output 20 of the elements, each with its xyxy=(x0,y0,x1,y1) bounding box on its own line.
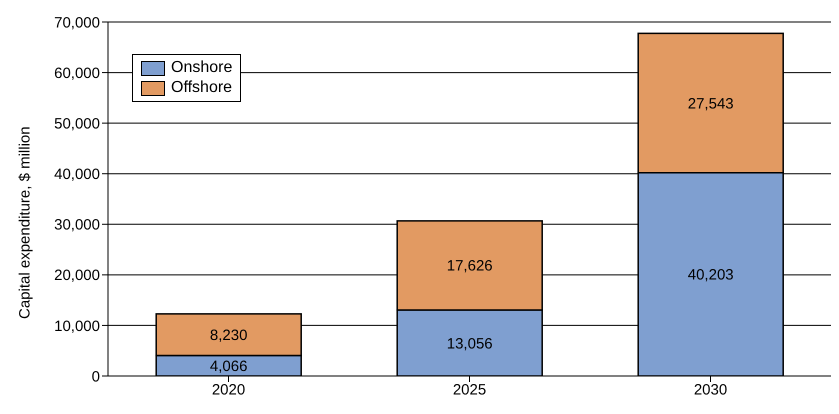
y-tick-label: 40,000 xyxy=(54,166,100,184)
data-label: 13,056 xyxy=(446,335,493,352)
data-label: 17,626 xyxy=(446,258,493,275)
y-tick-label: 10,000 xyxy=(54,318,100,335)
x-tick-label: 2020 xyxy=(212,382,246,399)
y-tick-label: 70,000 xyxy=(54,14,100,32)
x-tick-label: 2030 xyxy=(694,382,728,399)
data-label: 27,543 xyxy=(688,95,734,112)
y-axis-title: Capital expenditure, $ million xyxy=(16,126,34,319)
x-tick-label: 2025 xyxy=(452,382,486,399)
y-tick-label: 20,000 xyxy=(54,267,100,284)
legend-label: Onshore xyxy=(170,58,232,78)
y-tick-label: 30,000 xyxy=(54,216,100,234)
legend-label: Offshore xyxy=(170,78,232,98)
data-label: 40,203 xyxy=(688,266,734,284)
y-tick-label: 0 xyxy=(92,368,100,386)
y-tick-label: 50,000 xyxy=(54,115,100,132)
data-label: 4,066 xyxy=(210,358,248,376)
data-label: 8,230 xyxy=(210,326,248,344)
y-tick-label: 60,000 xyxy=(54,64,100,82)
